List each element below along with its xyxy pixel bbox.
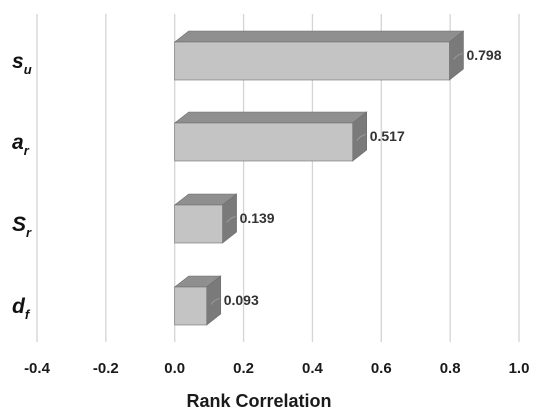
data-label-1: 0.517 xyxy=(370,128,405,144)
data-label-leader-1 xyxy=(356,134,366,141)
x-tick-labels: -0.4 -0.2 0.0 0.2 0.4 0.6 0.8 1.0 xyxy=(24,360,529,377)
category-label-3: df xyxy=(12,295,31,322)
bar-2 xyxy=(174,204,223,244)
x-tick-label-3: 0.2 xyxy=(233,360,254,377)
data-label-0: 0.798 xyxy=(466,47,501,63)
bar-group-2 xyxy=(173,193,238,244)
bar-top-0 xyxy=(173,30,465,43)
bar-layer xyxy=(173,30,465,326)
data-label-2: 0.139 xyxy=(240,210,275,226)
data-label-leader-2 xyxy=(226,216,236,223)
bar-top-1 xyxy=(173,111,368,124)
bar-group-0 xyxy=(173,30,465,81)
x-tick-label-5: 0.6 xyxy=(371,360,392,377)
x-tick-label-6: 0.8 xyxy=(440,360,461,377)
category-label-2: Sr xyxy=(12,213,32,240)
x-tick-label-0: -0.4 xyxy=(24,360,51,377)
bar-0 xyxy=(174,41,450,81)
x-axis-label: Rank Correlation xyxy=(186,391,331,411)
x-tick-label-4: 0.4 xyxy=(302,360,324,377)
category-label-1: ar xyxy=(12,131,30,158)
x-tick-label-1: -0.2 xyxy=(93,360,119,377)
category-labels: su ar Sr df xyxy=(12,50,32,322)
bar-group-1 xyxy=(173,111,368,162)
bar-3 xyxy=(174,286,208,326)
x-tick-label-7: 1.0 xyxy=(509,360,530,377)
data-label-leader-3 xyxy=(210,298,220,305)
data-label-leader-0 xyxy=(453,53,463,60)
bar-1 xyxy=(174,122,354,162)
x-tick-label-2: 0.0 xyxy=(164,360,185,377)
category-label-0: su xyxy=(12,50,32,77)
label-layer: 0.798 0.517 0.139 0.093 xyxy=(210,47,502,308)
bar-group-3 xyxy=(173,275,222,326)
data-label-3: 0.093 xyxy=(224,292,259,308)
